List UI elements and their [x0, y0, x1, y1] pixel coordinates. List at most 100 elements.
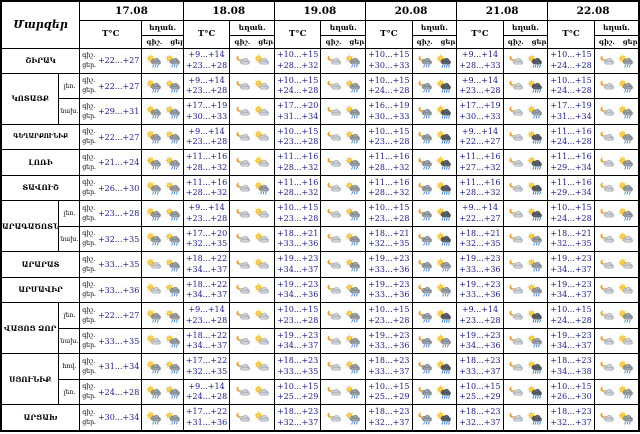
storm-rain-cloud-icon	[528, 130, 543, 144]
day-temp: +34...+37	[185, 264, 228, 274]
sun-rain-cloud-icon	[618, 207, 634, 221]
weather-cell	[593, 149, 640, 176]
temp-cell: +17...+20 +32...+35	[182, 225, 231, 253]
night-temp: +18...+21	[550, 228, 592, 238]
moon-cloud-icon	[236, 334, 250, 345]
moon-cloud-icon	[236, 54, 250, 65]
temp-cell: +19...+23 +34...+37	[547, 327, 595, 355]
day-temp: +31...+36	[185, 417, 228, 427]
date-header: 17.08	[79, 0, 184, 21]
moon-cloud-icon	[327, 284, 342, 294]
night-temp: +11...+16	[276, 152, 319, 162]
weather-cell	[593, 302, 640, 329]
night-day-header: գիշ. ցեր.	[502, 34, 549, 49]
temp-cell: +16...+19 +30...+33	[365, 98, 413, 125]
sun-rain-cloud-icon	[146, 309, 161, 323]
sun-rain-cloud-icon	[528, 283, 543, 297]
temp-cell: +19...+23 +34...+37	[547, 276, 595, 304]
night-temp: +19...+23	[276, 330, 319, 340]
date-header: 18.08	[182, 0, 275, 21]
day-temp: +33...+36	[368, 264, 410, 274]
night-label: գիշ.	[82, 281, 96, 289]
night-label: գիշ.	[82, 51, 96, 59]
sun-rain-cloud-icon	[345, 360, 361, 374]
night-temp: +19...+23	[276, 254, 319, 264]
table-row: նախ. գիշ. ցեր. +32...+35 +17...+20 +32...+35 +…	[1, 225, 640, 253]
temp-cell: +11...+16 +28...+32	[273, 149, 322, 176]
night-temp: +10...+15	[276, 381, 319, 391]
day-temp: +32...+35	[185, 366, 228, 376]
date-header: 22.08	[547, 0, 640, 21]
temp-cell: +18...+23 +33...+37	[365, 353, 413, 380]
weather-cell	[229, 149, 275, 176]
sun-rain-cloud-icon	[345, 130, 361, 144]
sun-rain-cloud-icon	[165, 334, 180, 348]
table-row: ԱՐԱՐԱՏ գիշ. ցեր. +33...+35 +18...+22 +34...+3…	[0, 251, 640, 278]
moon-rain-cloud-icon	[418, 309, 433, 323]
temp-cell: +18...+21 +32...+35	[456, 225, 504, 253]
moon-cloud-icon	[600, 131, 615, 141]
sun-rain-cloud-icon	[165, 130, 180, 144]
storm-rain-cloud-icon	[528, 54, 543, 68]
moon-cloud-icon	[236, 360, 250, 371]
zone-label: հով.	[58, 353, 81, 380]
temp-cell: +18...+21 +32...+35	[365, 225, 413, 253]
day-temp: +28...+32	[276, 162, 319, 172]
weather-cell	[229, 225, 275, 253]
day-label: ցեր.	[170, 37, 182, 46]
day-temp: +32...+37	[276, 417, 319, 427]
sun-rain-cloud-icon	[165, 181, 180, 195]
temp-cell: գիշ. ցեր. +22...+27	[79, 302, 143, 329]
sun-rain-cloud-icon	[146, 207, 161, 221]
table-row: ԳԵՂԱՐՔՈՒՆԻՔ գիշ. ցեր. +22...+27 +9...+14 +23.…	[0, 123, 640, 151]
sun-rain-cloud-icon	[165, 385, 180, 399]
night-label: գիշ.	[82, 77, 96, 85]
night-temp: +16...+19	[368, 101, 410, 111]
day-temp: +34...+38	[550, 366, 592, 376]
region-name: ՇԻՐԱԿ	[0, 47, 81, 74]
moon-cloud-icon	[327, 207, 342, 218]
moon-cloud-icon	[327, 156, 342, 167]
weather-cell	[502, 98, 549, 125]
moon-cloud-icon	[600, 156, 615, 167]
moon-cloud-icon	[327, 258, 342, 269]
moon-cloud-icon	[327, 233, 342, 243]
day-temp: +23...+28	[459, 86, 501, 96]
day-temp: +28...+32	[185, 188, 228, 198]
moon-cloud-icon	[327, 105, 342, 116]
temp-cell: +10...+15 +24...+28	[547, 200, 595, 227]
temp-cell: +18...+23 +34...+38	[547, 353, 595, 380]
moon-cloud-icon	[600, 258, 615, 269]
temp-cell: +10...+15 +25...+29	[273, 378, 322, 406]
moon-cloud-icon	[236, 105, 250, 116]
night-temp: +19...+23	[368, 330, 410, 340]
region-name: ԱՐԱԳԱԾՈՏՆ	[0, 200, 60, 253]
temp-cell: +10...+15 +24...+28	[365, 72, 413, 100]
zone-label: նախ.	[58, 225, 81, 253]
sun-rain-cloud-icon	[345, 207, 361, 221]
day-temp: +24...+28	[550, 137, 592, 147]
temp-cell: +17...+19 +30...+33	[456, 98, 504, 125]
temp-cell: +18...+23 +33...+37	[456, 353, 504, 380]
day-temp: +34...+37	[185, 290, 228, 300]
night-temp: +9...+14	[188, 50, 225, 60]
day-temp: +33...+36	[276, 239, 319, 249]
weather-cell	[141, 123, 184, 151]
night-temp: +18...+23	[550, 407, 592, 417]
sun-cloud-icon	[618, 283, 634, 294]
temp-cell: +17...+22 +31...+36	[182, 404, 231, 432]
moon-cloud-icon	[509, 182, 524, 192]
temp-cell: +9...+14 +23...+28	[182, 47, 231, 74]
temp-cell: +9...+14 +22...+27	[456, 123, 504, 151]
storm-rain-cloud-icon	[528, 207, 543, 221]
moon-cloud-icon	[327, 80, 342, 90]
storm-rain-cloud-icon	[436, 130, 452, 144]
temp-cell: գիշ. ցեր. +23...+28	[79, 200, 143, 227]
weather-cell	[229, 200, 275, 227]
weather-cell	[593, 225, 640, 253]
weather-cell	[411, 251, 458, 278]
night-label: գիշ.	[146, 37, 163, 46]
weather-cell	[320, 353, 366, 380]
weather-cell	[141, 276, 184, 304]
region-name: ԱՐԱՐԱՏ	[0, 251, 81, 278]
